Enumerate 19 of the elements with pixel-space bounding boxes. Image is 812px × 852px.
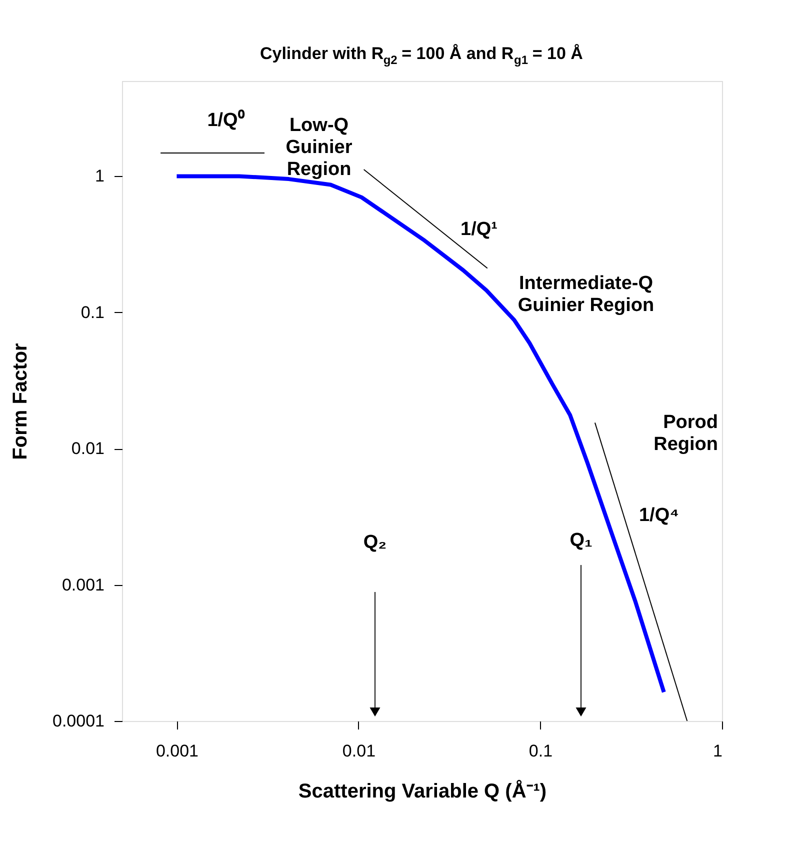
- x-tick-label: 1: [713, 742, 722, 760]
- annotation: Q₂: [363, 532, 387, 553]
- annotation: Q₁: [570, 530, 592, 551]
- annotation: Porod Region: [654, 412, 718, 455]
- y-tick-label: 0.001: [62, 575, 104, 594]
- x-tick-label: 0.001: [156, 742, 198, 760]
- y-tick-label: 0.01: [71, 439, 104, 458]
- annotation: Low-Q Guinier Region: [286, 115, 353, 180]
- x-tick-label: 0.01: [342, 742, 376, 760]
- annotation: Intermediate-Q Guinier Region: [518, 273, 654, 316]
- x-tick-label: 0.1: [528, 742, 553, 760]
- y-tick-label: 1: [95, 166, 104, 186]
- x-axis-title: Scattering Variable Q (Å⁻¹): [298, 780, 547, 802]
- y-axis-title: Form Factor: [10, 342, 32, 460]
- y-tick-label: 0.0001: [52, 712, 104, 730]
- annotation: 1/Q⁰: [207, 109, 245, 131]
- y-tick-label: 0.1: [80, 302, 104, 322]
- annotation: 1/Q¹: [460, 219, 498, 240]
- annotation: 1/Q⁴: [638, 505, 680, 526]
